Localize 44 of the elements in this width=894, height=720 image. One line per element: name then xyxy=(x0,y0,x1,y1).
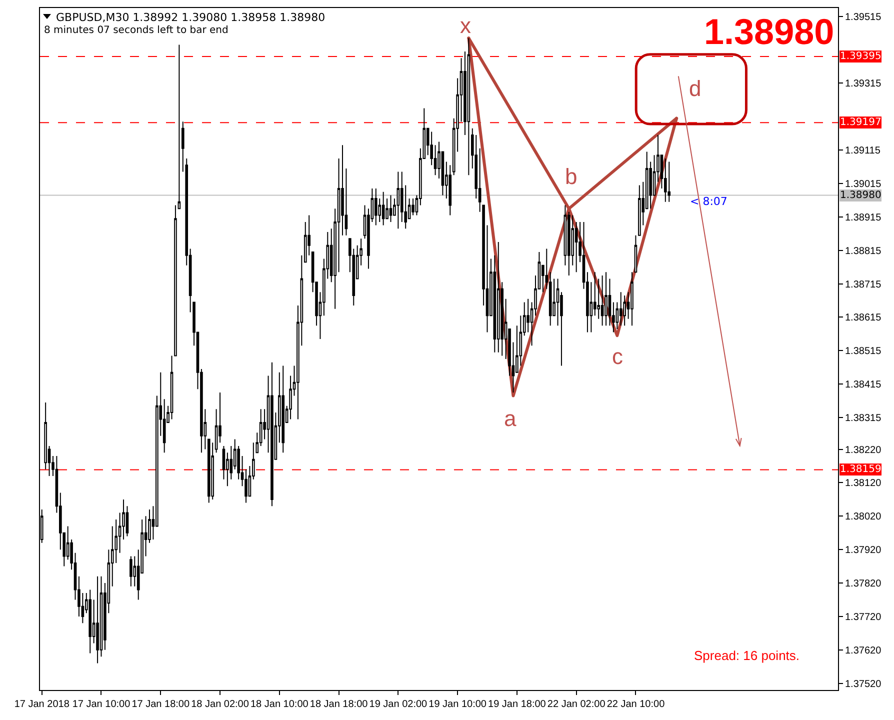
annotation: Spread: 16 points. xyxy=(694,648,800,663)
x-tick-label: 19 Jan 02:00 xyxy=(369,699,428,710)
y-tick-label: 1.38020 xyxy=(845,512,882,523)
y-tick-label: 1.37620 xyxy=(845,645,882,656)
y-tick-label: 1.39015 xyxy=(845,179,882,190)
y-tick-label: 1.38615 xyxy=(845,312,882,324)
annotation: x xyxy=(460,13,471,38)
y-tick-label: 1.38715 xyxy=(845,279,882,290)
ref-line-label: 1.38159 xyxy=(840,464,882,475)
ref-line-label: 1.39395 xyxy=(840,51,882,62)
annotation: 1.38980 xyxy=(704,11,834,52)
y-tick-label: 1.39315 xyxy=(845,78,882,90)
y-tick-label: 1.37920 xyxy=(845,545,882,556)
text: 8 minutes 07 seconds left to bar end xyxy=(44,25,228,36)
y-tick-label: 1.38315 xyxy=(845,413,882,424)
chart-title: GBPUSD,M30 1.38992 1.39080 1.38958 1.38980 xyxy=(56,11,326,24)
y-tick-label: 1.37720 xyxy=(845,612,882,623)
y-tick-label: 1.38120 xyxy=(845,478,882,490)
x-tick-label: 19 Jan 10:00 xyxy=(428,699,487,710)
x-tick-label: 17 Jan 2018 xyxy=(14,699,70,710)
annotation: a xyxy=(504,406,517,431)
x-tick-label: 22 Jan 10:00 xyxy=(606,699,666,710)
y-tick-label: 1.39515 xyxy=(845,12,882,23)
ref-line-label: 1.39197 xyxy=(840,117,882,128)
y-tick-label: 1.38415 xyxy=(845,380,882,391)
annotation: d xyxy=(689,76,702,101)
x-tick-label: 18 Jan 18:00 xyxy=(310,699,368,710)
x-tick-label: 18 Jan 02:00 xyxy=(191,699,250,710)
y-tick-label: 1.38515 xyxy=(845,346,882,358)
y-tick-label: 1.39115 xyxy=(845,146,881,157)
y-tick-label: 1.37520 xyxy=(845,678,882,690)
annotation: b xyxy=(565,164,578,189)
y-tick-label: 1.38815 xyxy=(845,246,882,257)
y-tick-label: 1.37820 xyxy=(845,578,882,590)
y-tick-label: 1.38220 xyxy=(845,444,882,456)
x-tick-label: 17 Jan 18:00 xyxy=(132,699,190,710)
ref-line-label: 1.38980 xyxy=(840,190,882,201)
x-tick-label: 19 Jan 18:00 xyxy=(488,699,546,710)
x-tick-label: 22 Jan 02:00 xyxy=(547,699,606,710)
x-tick-label: 18 Jan 10:00 xyxy=(250,699,309,710)
annotation: c xyxy=(612,344,623,369)
annotation: < 8:07 xyxy=(690,195,728,208)
y-tick-label: 1.38915 xyxy=(845,212,882,224)
x-tick-label: 17 Jan 10:00 xyxy=(72,699,131,710)
